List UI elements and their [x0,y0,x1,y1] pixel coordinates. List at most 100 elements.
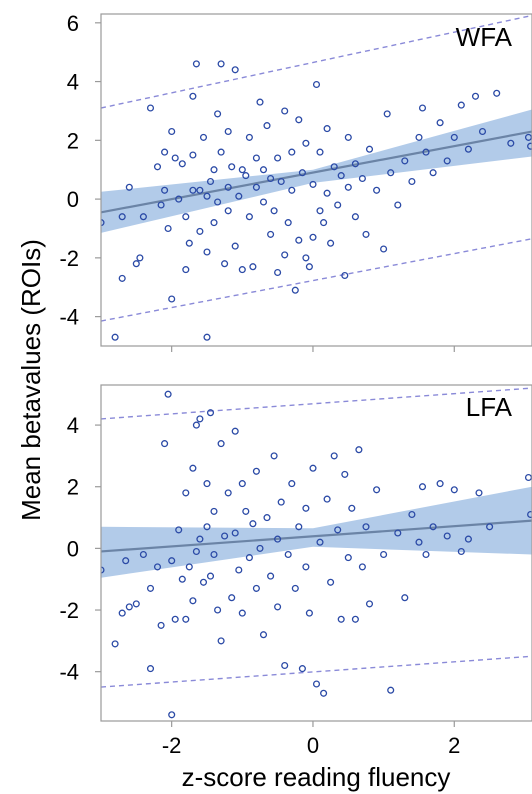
data-point-lfa-89 [408,510,416,519]
data-point-lfa-24 [192,421,200,429]
x-ticks-lfa: -2 0 2 [162,721,460,758]
data-point-wfa-4 [125,183,133,191]
data-point-wfa-17 [175,195,183,203]
data-point-lfa-102 [527,510,532,519]
data-point-wfa-2 [118,213,126,221]
data-point-lfa-22 [189,464,197,472]
data-point-lfa-61 [291,584,299,592]
data-point-lfa-49 [252,467,260,475]
data-point-wfa-55 [256,98,264,106]
data-point-lfa-10 [157,621,165,629]
data-point-wfa-69 [288,186,296,194]
data-point-lfa-45 [242,507,250,515]
data-point-lfa-46 [245,554,253,562]
data-point-lfa-93 [429,523,437,531]
x-tick-label-lfa-1: 0 [307,733,319,758]
ci-band-lfa [101,486,532,578]
y-tick-label-wfa-3: 0 [67,187,79,212]
data-point-wfa-31 [203,192,211,200]
panel-lfa: 4 2 0 -2 -4 -2 0 2 LFA [59,384,532,758]
data-point-wfa-118 [527,142,532,150]
data-point-lfa-40 [231,529,239,537]
data-point-lfa-26 [196,415,204,423]
data-point-lfa-33 [210,550,218,559]
data-point-wfa-98 [380,245,388,253]
data-point-lfa-81 [358,563,366,571]
data-point-lfa-75 [337,615,345,623]
data-point-lfa-77 [344,554,352,562]
points-lfa [101,390,532,719]
x-ticks-wfa [171,346,455,352]
data-point-lfa-8 [146,584,155,592]
data-point-wfa-19 [182,266,190,274]
data-point-wfa-65 [281,107,289,115]
data-point-lfa-90 [415,538,423,546]
data-point-lfa-82 [362,523,370,531]
data-point-wfa-58 [263,122,271,130]
data-point-wfa-54 [252,154,260,162]
data-point-lfa-23 [192,547,200,556]
data-point-lfa-67 [309,464,317,472]
y-tick-label-wfa-0: 6 [67,11,79,36]
data-point-wfa-47 [238,166,246,174]
data-point-wfa-21 [185,239,193,247]
y-tick-label-wfa-1: 4 [67,70,79,95]
regression-line-wfa [101,130,532,214]
y-tick-label-lfa-2: 0 [67,536,79,561]
data-point-lfa-69 [316,538,324,546]
data-point-lfa-29 [203,480,211,488]
data-point-wfa-107 [429,169,437,177]
data-point-wfa-26 [196,227,204,235]
data-point-wfa-53 [252,183,260,191]
data-point-wfa-35 [214,198,222,206]
data-point-wfa-34 [210,166,218,174]
data-point-lfa-19 [182,489,190,497]
data-point-lfa-60 [288,480,296,488]
data-point-wfa-10 [157,201,165,209]
data-point-lfa-92 [422,550,430,559]
data-point-lfa-70 [320,689,328,697]
regression-line-lfa [101,519,532,553]
data-point-wfa-5 [132,260,140,268]
data-point-lfa-27 [199,578,208,586]
data-point-wfa-112 [464,145,472,153]
data-point-wfa-30 [203,248,211,256]
data-point-lfa-39 [228,594,236,602]
data-point-wfa-12 [161,186,169,194]
data-point-wfa-8 [146,104,155,112]
data-point-wfa-62 [274,154,282,162]
y-tick-label-wfa-2: 2 [67,128,79,153]
data-point-lfa-80 [355,446,363,454]
y-axis-title: Mean betavalues (ROIs) [16,239,46,521]
data-point-lfa-6 [139,550,147,559]
fit-line-wfa [101,130,532,214]
prediction-line-lower-lfa [101,655,532,688]
data-point-lfa-34 [214,606,222,614]
panel-label-lfa: LFA [466,392,513,422]
data-point-wfa-59 [267,230,275,238]
data-point-wfa-37 [217,60,225,68]
data-point-wfa-13 [164,224,172,233]
data-point-wfa-93 [351,160,359,168]
data-point-lfa-12 [164,390,172,398]
data-point-lfa-65 [302,563,310,571]
data-point-lfa-38 [224,489,232,497]
data-point-wfa-77 [309,180,317,188]
data-point-lfa-51 [259,631,268,639]
points-wfa [101,60,532,341]
data-point-lfa-99 [475,489,483,497]
data-point-wfa-68 [288,148,296,156]
data-point-lfa-56 [274,603,282,611]
prediction-interval-wfa [101,14,532,322]
data-point-wfa-79 [312,80,321,89]
data-point-lfa-87 [394,529,402,537]
prediction-line-lower-wfa [101,238,532,322]
x-tick-label-lfa-0: -2 [162,733,182,758]
data-point-lfa-52 [263,514,271,522]
data-point-lfa-79 [351,615,359,623]
data-point-wfa-103 [408,177,416,186]
data-point-wfa-102 [401,157,409,165]
data-point-wfa-15 [168,127,176,136]
data-point-wfa-78 [309,233,317,241]
